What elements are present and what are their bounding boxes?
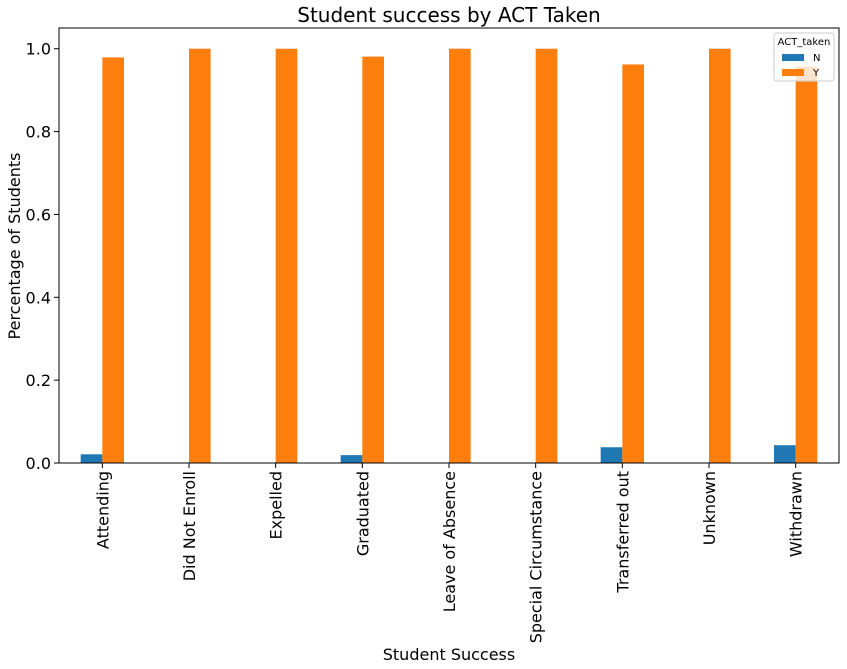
x-tick-label: Withdrawn xyxy=(787,471,806,557)
bar-Y-withdrawn xyxy=(795,66,818,464)
bar-N-graduated xyxy=(340,455,363,463)
x-tick-label: Graduated xyxy=(353,471,372,556)
legend-swatch-Y xyxy=(782,69,804,76)
y-tick-label: 0.8 xyxy=(26,123,51,142)
legend: ACT_taken NY xyxy=(773,32,835,82)
plot-area xyxy=(58,27,840,464)
y-axis-label: Percentage of Students xyxy=(5,153,24,340)
bar-N-transferred-out xyxy=(600,447,623,463)
bar-Y-transferred-out xyxy=(622,64,644,463)
bar-Y-graduated xyxy=(362,56,384,463)
legend-label-Y: Y xyxy=(812,68,820,79)
x-tick-label: Unknown xyxy=(700,471,719,545)
bar-Y-did-not-enroll xyxy=(189,48,211,463)
chart-title: Student success by ACT Taken xyxy=(297,3,600,27)
x-axis: Attending Did Not Enroll Expelled Graduated… xyxy=(93,463,806,643)
bar-Y-special-circumstance xyxy=(535,48,558,463)
x-tick-label: Expelled xyxy=(267,471,286,539)
bar-N-withdrawn xyxy=(774,445,796,463)
bar-Y-leave-of-absence xyxy=(449,48,471,463)
legend-swatch-N xyxy=(782,54,804,61)
x-tick-label: Special Circumstance xyxy=(527,471,546,643)
x-tick-label: Leave of Absence xyxy=(440,471,459,612)
bar-N-attending xyxy=(80,454,103,463)
legend-label-N: N xyxy=(813,53,820,64)
x-tick-label: Transferred out xyxy=(613,471,632,594)
y-tick-label: 1.0 xyxy=(26,40,51,59)
y-tick-label: 0.2 xyxy=(26,371,51,390)
x-tick-label: Did Not Enroll xyxy=(180,471,199,581)
bar-Y-expelled xyxy=(275,48,298,463)
y-tick-label: 0.6 xyxy=(26,205,51,224)
y-tick-label: 0.4 xyxy=(26,288,51,307)
legend-title: ACT_taken xyxy=(778,37,831,48)
bar-Y-unknown xyxy=(709,48,731,463)
x-axis-label: Student Success xyxy=(383,645,515,664)
bar-Y-attending xyxy=(102,57,124,464)
x-tick-label: Attending xyxy=(93,471,112,549)
y-axis: 0.0 0.2 0.4 0.6 0.8 1.0 xyxy=(26,40,59,473)
y-tick-label: 0.0 xyxy=(26,454,51,473)
